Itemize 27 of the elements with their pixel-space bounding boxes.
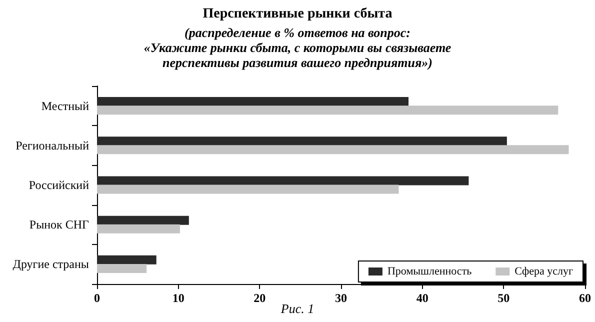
x-tick-label: 40 (416, 291, 428, 305)
bar (97, 224, 180, 234)
bar (97, 106, 558, 115)
bar (97, 136, 507, 146)
text: Рис. 1 (280, 301, 314, 316)
x-tick-label: 20 (254, 291, 266, 305)
y-tick-label: Рынок СНГ (29, 218, 90, 232)
y-tick-label: Местный (41, 98, 90, 113)
legend-label: Сфера услуг (514, 266, 574, 278)
y-tick-label: Российский (28, 178, 90, 192)
x-tick-label: 0 (94, 291, 100, 305)
x-tick-label: 10 (172, 291, 184, 305)
bar (97, 264, 147, 273)
bar (97, 184, 399, 194)
chart-title: Перспективные рынки сбыта (202, 6, 392, 22)
chart-subtitle: (распределение в % ответов на вопрос: «Укажите рынки сбыта, с которыми вы связываете перспективы развития вашего предприятия») (144, 25, 452, 70)
legend-label: Промышленность (387, 266, 472, 278)
x-tick-label: 60 (579, 291, 591, 305)
bar (97, 216, 189, 225)
bar (97, 97, 409, 106)
bar (97, 176, 469, 186)
x-tick-label: 50 (498, 291, 510, 305)
bar (97, 145, 569, 154)
y-tick-label: Другие страны (12, 257, 89, 272)
x-tick-label: 30 (335, 291, 347, 305)
bar (97, 255, 156, 264)
y-tick-label: Региональный (16, 138, 90, 152)
